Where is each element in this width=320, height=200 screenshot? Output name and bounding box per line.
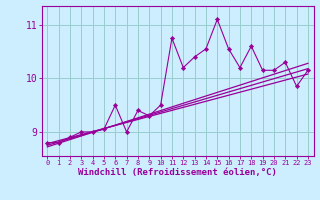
X-axis label: Windchill (Refroidissement éolien,°C): Windchill (Refroidissement éolien,°C) bbox=[78, 168, 277, 177]
